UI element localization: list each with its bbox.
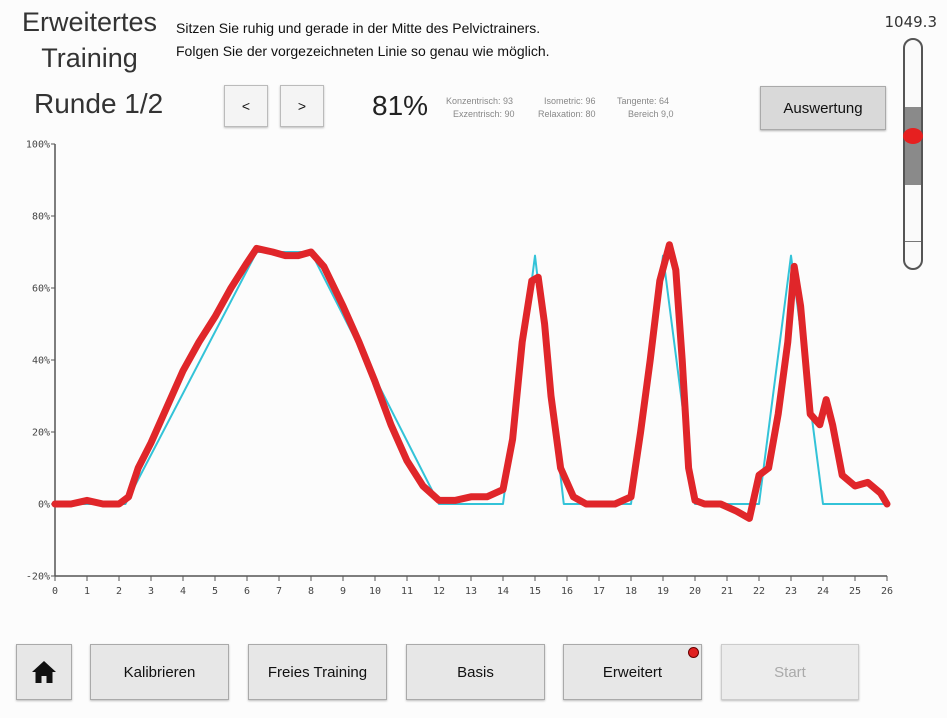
x-tick-label: 21	[721, 586, 733, 597]
y-tick-label: 100%	[26, 140, 50, 151]
x-tick-label: 14	[497, 586, 509, 597]
y-tick-label: -20%	[26, 572, 50, 583]
stat-eccentric: Exzentrisch: 90	[453, 109, 515, 119]
x-tick-label: 24	[817, 586, 829, 597]
slider-band	[905, 107, 921, 185]
level-slider[interactable]	[903, 38, 923, 270]
calibrate-button[interactable]: Kalibrieren	[90, 644, 229, 700]
y-tick-label: 60%	[32, 284, 50, 295]
score-percent: 81%	[372, 90, 429, 121]
stat-concentric: Konzentrisch: 93	[446, 96, 514, 106]
x-tick-label: 9	[340, 586, 346, 597]
x-tick-label: 25	[849, 586, 861, 597]
page-title: Erweitertes Training	[12, 4, 167, 76]
x-tick-label: 8	[308, 586, 314, 597]
y-tick-label: 20%	[32, 428, 50, 439]
x-tick-label: 26	[881, 586, 893, 597]
free-training-button[interactable]: Freies Training	[248, 644, 387, 700]
stat-relaxation: Relaxation: 80	[538, 109, 596, 119]
y-tick-label: 0%	[38, 500, 50, 511]
y-tick-label: 40%	[32, 356, 50, 367]
prev-round-button[interactable]: <	[224, 85, 268, 127]
x-tick-label: 1	[84, 586, 90, 597]
x-tick-label: 22	[753, 586, 765, 597]
advanced-status-dot	[688, 647, 699, 658]
home-button[interactable]	[16, 644, 72, 700]
x-tick-label: 19	[657, 586, 669, 597]
sensor-value: 1049.3	[884, 13, 938, 31]
training-chart: 100%80%60%40%20%0%-20%0 1 2 3 4 5 6 7 8 9 10 11 12 13…	[26, 140, 893, 598]
measured-line	[51, 241, 891, 522]
x-tick-label: 2	[116, 586, 122, 597]
x-tick-label: 12	[433, 586, 445, 597]
instruction-line-2: Folgen Sie der vorgezeichneten Linie so …	[176, 43, 550, 59]
page-title-line1: Erweitertes	[21, 7, 158, 37]
x-tick-label: 11	[401, 586, 413, 597]
x-tick-label: 5	[212, 586, 218, 597]
slider-thumb[interactable]	[903, 128, 923, 145]
evaluation-button[interactable]: Auswertung	[760, 86, 886, 130]
x-tick-label: 13	[465, 586, 477, 597]
x-tick-label: 15	[529, 586, 541, 597]
stat-isometric: Isometric: 96	[544, 96, 596, 106]
advanced-button[interactable]: Erweitert	[563, 644, 702, 700]
basic-button[interactable]: Basis	[406, 644, 545, 700]
x-tick-label: 3	[148, 586, 154, 597]
slider-tick	[905, 241, 921, 242]
y-tick-label: 80%	[32, 212, 50, 223]
x-tick-label: 4	[180, 586, 186, 597]
x-tick-label: 18	[625, 586, 637, 597]
instruction-line-1: Sitzen Sie ruhig und gerade in der Mitte…	[176, 20, 541, 36]
x-tick-label: 17	[593, 586, 605, 597]
home-icon	[32, 661, 56, 683]
x-tick-label: 7	[276, 586, 282, 597]
stat-tangent: Tangente: 64	[617, 96, 670, 106]
next-round-button[interactable]: >	[280, 85, 324, 127]
round-label: Runde 1/2	[34, 88, 164, 119]
x-tick-label: 23	[785, 586, 797, 597]
stat-range: Bereich 9,0	[628, 109, 674, 119]
x-tick-label: 16	[561, 586, 573, 597]
page-title-line2: Training	[41, 43, 138, 73]
x-tick-label: 0	[52, 586, 58, 597]
x-tick-label: 20	[689, 586, 701, 597]
start-button: Start	[721, 644, 859, 700]
x-tick-label: 6	[244, 586, 250, 597]
x-tick-label: 10	[369, 586, 381, 597]
